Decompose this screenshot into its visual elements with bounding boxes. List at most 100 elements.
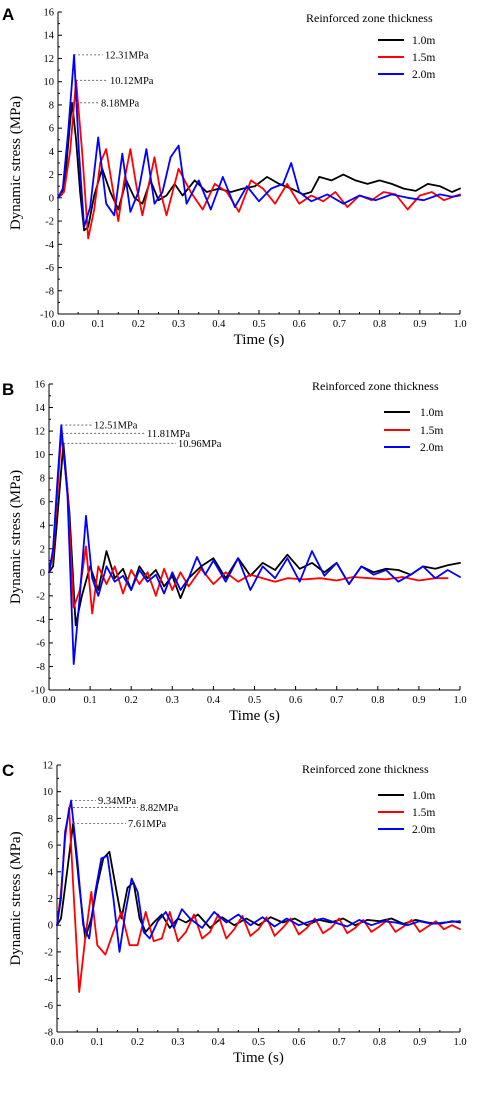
y-tick-label: 8 — [49, 100, 54, 111]
series-line-1-0m — [48, 442, 461, 627]
x-tick-label: 0.1 — [84, 695, 97, 706]
y-tick-label: 6 — [40, 497, 45, 508]
y-axis-title: Dynamic stress (MPa) — [8, 470, 24, 604]
x-tick-label: 0.4 — [207, 695, 221, 706]
y-axis-title: Dynamic stress (MPa) — [8, 96, 24, 230]
x-tick-label: 0.1 — [92, 319, 105, 330]
y-tick-label: 2 — [48, 894, 53, 905]
legend-entry-label: 2.0m — [420, 442, 443, 454]
series-line-2-0m — [56, 799, 461, 953]
x-tick-label: 0.3 — [166, 695, 179, 706]
y-tick-label: 2 — [40, 544, 45, 555]
annotation-label: 8.18MPa — [101, 98, 140, 109]
y-tick-label: 14 — [35, 403, 46, 414]
annotation-label: 9.34MPa — [98, 796, 137, 807]
y-tick-label: 8 — [40, 474, 45, 485]
series-line-2-0m — [48, 424, 461, 665]
annotation-label: 12.51MPa — [94, 421, 138, 432]
y-tick-label: 6 — [49, 124, 54, 135]
x-tick-label: 0.3 — [172, 319, 185, 330]
legend-entry-label: 2.0m — [412, 69, 435, 81]
x-tick-label: 0.3 — [171, 1037, 184, 1048]
y-tick-label: 4 — [40, 521, 46, 532]
y-tick-label: -2 — [45, 217, 54, 228]
x-tick-label: 0.0 — [50, 1037, 63, 1048]
y-tick-label: 10 — [44, 77, 55, 88]
x-tick-label: 0.8 — [373, 1037, 386, 1048]
y-tick-label: -6 — [44, 1001, 53, 1012]
x-tick-label: 0.5 — [252, 1037, 265, 1048]
legend-entry-label: 1.0m — [412, 790, 435, 802]
y-tick-label: -8 — [45, 286, 54, 297]
y-tick-label: 12 — [43, 761, 54, 772]
y-tick-label: 4 — [49, 147, 55, 158]
y-tick-label: 0 — [49, 193, 54, 204]
x-axis-title: Time (s) — [234, 332, 285, 348]
x-tick-label: 0.5 — [252, 319, 265, 330]
x-tick-label: 0.7 — [330, 695, 343, 706]
y-tick-label: 6 — [48, 841, 53, 852]
legend-entry-label: 1.0m — [412, 35, 435, 47]
annotation-label: 7.61MPa — [128, 819, 167, 830]
legend-title: Reinforced zone thickness — [306, 11, 433, 25]
y-tick-label: -6 — [45, 263, 54, 274]
x-tick-label: 0.6 — [289, 695, 302, 706]
chart-panel-a: A -10 -8 -6 -4 -2 0 2 4 6 8 10 12 14 16 0.0 0.1 0.2 0.3 0.4… — [2, 5, 467, 348]
y-tick-label: 2 — [49, 170, 54, 181]
y-tick-label: -2 — [44, 947, 53, 958]
y-tick-label: 16 — [44, 8, 55, 19]
legend-entry-label: 1.5m — [412, 807, 435, 819]
y-tick-label: 0 — [40, 568, 45, 579]
series-line-2-0m — [57, 54, 461, 228]
annotation-label: 10.96MPa — [178, 439, 222, 450]
panel-label: C — [2, 761, 14, 780]
x-tick-label: 0.2 — [132, 319, 145, 330]
x-tick-label: 1.0 — [453, 695, 466, 706]
series-line-1-0m — [57, 101, 461, 232]
x-tick-label: 0.9 — [413, 1037, 426, 1048]
x-tick-label: 0.7 — [333, 319, 346, 330]
y-tick-label: 12 — [44, 54, 55, 65]
x-tick-label: 0.9 — [413, 319, 426, 330]
x-tick-label: 0.7 — [333, 1037, 346, 1048]
legend-title: Reinforced zone thickness — [302, 762, 429, 776]
panel-label: A — [2, 5, 14, 24]
legend-entry-label: 1.5m — [420, 425, 443, 437]
legend: Reinforced zone thickness 1.0m 1.5m 2.0m — [302, 762, 435, 836]
legend: Reinforced zone thickness 1.0m 1.5m 2.0m — [306, 11, 435, 81]
legend-entry-label: 2.0m — [412, 824, 435, 836]
chart-panel-b: B -10 -8 -6 -4 -2 0 2 4 6 8 10 12 14 16 0.0 0.1 0.2 0.3 0.4… — [2, 379, 467, 724]
legend: Reinforced zone thickness 1.0m 1.5m 2.0m — [312, 379, 443, 454]
y-tick-label: 14 — [44, 31, 55, 42]
x-axis-title: Time (s) — [229, 708, 280, 724]
y-tick-label: 8 — [48, 814, 53, 825]
annotation-label: 11.81MPa — [147, 429, 190, 440]
series-line-1-0m — [56, 822, 461, 940]
y-tick-label: -10 — [40, 310, 54, 321]
legend-title: Reinforced zone thickness — [312, 379, 439, 393]
annotation-label: 8.82MPa — [140, 803, 179, 814]
x-tick-label: 0.4 — [212, 319, 226, 330]
y-tick-label: -4 — [36, 615, 45, 626]
y-tick-label: 4 — [48, 867, 54, 878]
x-axis-title: Time (s) — [233, 1050, 284, 1066]
panel-label: B — [2, 380, 14, 399]
chart-panel-c: C -8 -6 -4 -2 0 2 4 6 8 10 12 0.0 0.1 0.2 0.3 0.4 0.5 0.6 0… — [2, 761, 467, 1067]
y-tick-label: -10 — [31, 686, 45, 697]
annotation-label: 12.31MPa — [105, 50, 149, 61]
legend-entry-label: 1.5m — [412, 52, 435, 64]
x-tick-label: 0.0 — [51, 319, 64, 330]
y-tick-label: 10 — [35, 450, 46, 461]
y-tick-label: -6 — [36, 638, 45, 649]
x-tick-label: 0.8 — [371, 695, 384, 706]
x-tick-label: 0.2 — [131, 1037, 144, 1048]
x-tick-label: 0.9 — [412, 695, 425, 706]
x-tick-label: 0.0 — [42, 695, 55, 706]
x-tick-label: 0.8 — [373, 319, 386, 330]
x-tick-label: 1.0 — [453, 319, 466, 330]
x-tick-label: 0.4 — [212, 1037, 226, 1048]
y-tick-label: -2 — [36, 591, 45, 602]
annotation-label: 10.12MPa — [110, 76, 154, 87]
y-tick-label: -4 — [44, 974, 53, 985]
